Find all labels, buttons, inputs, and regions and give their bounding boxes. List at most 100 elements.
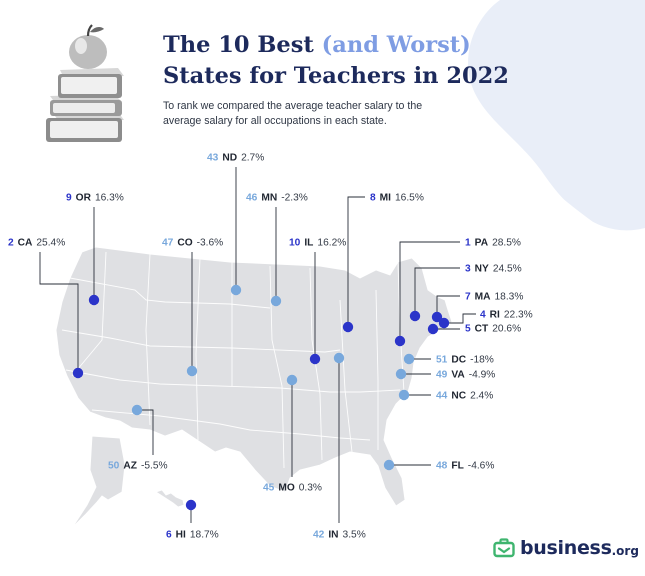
state-abbr: IN [328,530,338,541]
state-value: 16.3% [95,193,124,204]
books-apple-icon [46,24,124,142]
state-value: 2.7% [241,153,264,164]
state-borders [61,251,405,469]
state-label-pa: 1 PA 28.5% [465,238,521,249]
state-value: 0.3% [299,483,322,494]
state-dot-pa [394,335,406,347]
state-dot-ma [431,311,443,323]
state-label-fl: 48 FL -4.6% [436,461,494,472]
state-abbr: MA [475,292,491,303]
state-dot-dc [403,353,415,365]
state-rank: 48 [436,461,448,472]
state-rank: 47 [162,238,174,249]
state-value: 20.6% [492,324,521,335]
state-rank: 1 [465,238,471,249]
state-dot-ny [409,310,421,322]
state-rank: 4 [480,310,486,321]
state-abbr: AZ [123,461,137,472]
state-rank: 5 [465,324,471,335]
state-label-ca: 2 CA 25.4% [8,238,65,249]
state-abbr: OR [76,193,92,204]
state-label-mi: 8 MI 16.5% [370,193,424,204]
state-value: 2.4% [470,391,493,402]
briefcase-icon [493,538,515,558]
state-label-in: 42 IN 3.5% [313,530,366,541]
leader-line-ma [436,295,460,317]
state-abbr: CT [475,324,489,335]
state-dot-mo [286,374,298,386]
state-abbr: FL [451,461,463,472]
state-rank: 6 [166,530,172,541]
state-labels: 1 PA 28.5% 2 CA 25.4% 3 NY 24.5% 4 RI 22.3% 5 CT 20.6%… [8,153,533,541]
state-dot-mi [342,321,354,333]
state-abbr: NC [451,391,466,402]
state-value: 16.2% [317,238,346,249]
state-value: -18% [470,355,494,366]
state-abbr: MI [380,193,391,204]
state-abbr: NY [475,264,489,275]
state-dot-va [395,368,407,380]
state-rank: 3 [465,264,471,275]
state-label-az: 50 AZ -5.5% [108,461,168,472]
state-dot-co [186,365,198,377]
alaska-shape [71,435,126,529]
state-value: 24.5% [493,264,522,275]
state-abbr: RI [490,310,500,321]
state-value: 28.5% [492,238,521,249]
state-label-hi: 6 HI 18.7% [166,530,219,541]
title-accent: (and Worst) [321,32,471,58]
state-label-ct: 5 CT 20.6% [465,324,521,335]
background-blob [468,0,645,231]
leader-line-ny [414,267,460,316]
state-rank: 46 [246,193,258,204]
state-value: 18.7% [190,530,219,541]
state-dot-ri [438,317,450,329]
state-dot-ca [72,367,84,379]
state-dot-nd [230,284,242,296]
state-label-il: 10 IL 16.2% [289,238,346,249]
brand-tld: .org [611,544,639,558]
contiguous-us-shape [55,246,453,507]
state-rank: 10 [289,238,301,249]
state-dots [72,284,450,511]
subtitle: To rank we compared the average teacher … [163,100,423,127]
state-value: -4.9% [469,370,496,381]
state-value: -4.6% [468,461,495,472]
state-abbr: MN [261,193,277,204]
leader-lines [39,167,476,523]
state-value: 18.3% [495,292,524,303]
state-abbr: HI [176,530,186,541]
brand-logo: business .org [493,535,639,561]
state-dot-in [333,352,345,364]
title-part-1: The 10 Best [163,32,322,58]
state-dot-nc [398,389,410,401]
state-dot-mn [270,295,282,307]
state-label-ny: 3 NY 24.5% [465,264,522,275]
state-rank: 45 [263,483,275,494]
state-rank: 43 [207,153,219,164]
state-label-co: 47 CO -3.6% [162,238,223,249]
state-abbr: VA [451,370,465,381]
state-dot-hi [185,499,197,511]
state-value: -5.5% [141,461,168,472]
state-label-nd: 43 ND 2.7% [207,153,264,164]
brand-name: business [520,537,612,559]
state-rank: 9 [66,193,72,204]
state-dot-az [131,404,143,416]
state-rank: 51 [436,355,448,366]
state-dot-fl [383,459,395,471]
state-abbr: DC [451,355,466,366]
state-label-mn: 46 MN -2.3% [246,193,308,204]
state-value: 22.3% [504,310,533,321]
page-title: The 10 Best (and Worst) States for Teach… [163,30,543,92]
state-dot-or [88,294,100,306]
state-rank: 49 [436,370,448,381]
leader-line-az [137,409,154,455]
state-dot-ct [427,323,439,335]
state-abbr: CO [177,238,192,249]
state-label-ri: 4 RI 22.3% [480,310,533,321]
background-curve [403,0,645,260]
state-abbr: PA [475,238,489,249]
